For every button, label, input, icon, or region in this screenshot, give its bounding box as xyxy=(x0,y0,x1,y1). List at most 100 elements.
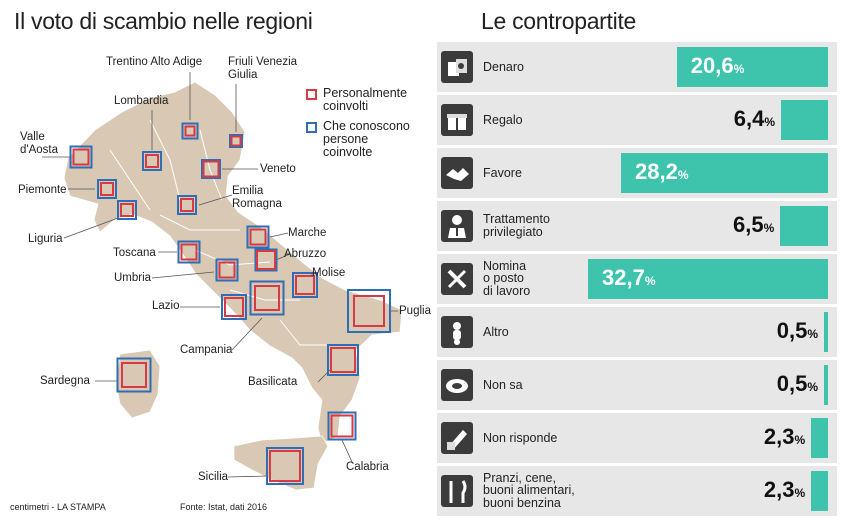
know-square-calabria xyxy=(327,411,357,441)
leader-line-sicilia xyxy=(227,475,269,478)
bar-value-percent: % xyxy=(644,274,656,288)
personally-square-campania xyxy=(254,285,280,311)
region-label-marche: Marche xyxy=(288,227,327,239)
bar xyxy=(780,206,828,246)
region-label-umbria: Umbria xyxy=(114,272,152,284)
bar-row: Altro 0,5% xyxy=(437,307,837,357)
bar-value-percent: % xyxy=(733,62,745,76)
leader-line-umbria xyxy=(151,271,215,279)
region-squares xyxy=(69,122,391,485)
region-label-calabria: Calabria xyxy=(346,461,389,473)
know-square-abruzzo xyxy=(254,248,278,272)
bar-category-label: Non sa xyxy=(483,377,523,392)
region-label-abruzzo: Abruzzo xyxy=(284,248,327,260)
personally-square-piemonte xyxy=(100,182,114,196)
personally-square-sardegna xyxy=(121,362,147,388)
bar xyxy=(588,259,828,299)
tools-icon xyxy=(441,263,473,295)
personally-square-veneto xyxy=(202,160,220,178)
person-icon xyxy=(441,210,473,242)
region-label-toscana: Toscana xyxy=(113,247,156,259)
region-label-veneto: Veneto xyxy=(260,163,296,175)
bar-category-label: Favore xyxy=(483,165,522,180)
region-label-emilia-romagna: Emilia Romagna xyxy=(232,185,282,210)
personally-square-sicilia xyxy=(269,450,301,482)
know-square-sicilia xyxy=(266,447,304,485)
leader-line-marche xyxy=(269,232,289,238)
legend-blue-square xyxy=(306,122,317,133)
bar-value-number: 20,6 xyxy=(690,53,734,78)
gift-icon xyxy=(441,104,473,136)
bar-value-percent: % xyxy=(677,168,689,182)
money-icon xyxy=(441,51,473,83)
know-square-marche xyxy=(246,225,270,249)
bar-value-label: 6,4% xyxy=(734,106,775,132)
scooter-icon xyxy=(441,316,473,348)
bar xyxy=(811,471,828,511)
know-square-trentino-alto-adige xyxy=(181,122,199,140)
know-square-toscana xyxy=(177,240,201,264)
bar-category-label: Trattamento privilegiato xyxy=(483,212,550,239)
personally-square-basilicata xyxy=(330,347,356,373)
map-title: Il voto di scambio nelle regioni xyxy=(14,8,313,34)
leader-line-campania xyxy=(231,317,263,351)
bar-category-label: Denaro xyxy=(483,59,524,74)
region-label-sicilia: Sicilia xyxy=(198,471,229,483)
credit-text: centimetri - LA STAMPA xyxy=(10,502,106,512)
bar-value-label: 6,5% xyxy=(733,212,774,238)
bar-value-percent: % xyxy=(794,486,806,500)
personally-square-emilia-romagna xyxy=(180,198,194,212)
leader-lines xyxy=(42,72,398,478)
bar-value-label: 32,7% xyxy=(602,265,656,291)
legend-know-label: Che conoscono persone coinvolte xyxy=(323,119,410,159)
bar-value-number: 0,5 xyxy=(776,371,808,396)
bar-value-number: 0,5 xyxy=(776,318,808,343)
leader-line-liguria xyxy=(63,217,119,239)
know-square-puglia xyxy=(347,289,391,333)
region-label-liguria: Liguria xyxy=(28,233,63,245)
bars-title: Le contropartite xyxy=(481,8,637,34)
bar-value-percent: % xyxy=(807,380,818,394)
bar-row-background xyxy=(437,307,837,357)
personally-square-lazio xyxy=(224,297,244,317)
sicily-shape xyxy=(233,435,329,491)
bar-value-label: 20,6% xyxy=(691,53,745,79)
personally-square-calabria xyxy=(330,414,354,438)
know-square-liguria xyxy=(117,200,137,220)
region-label-lombardia: Lombardia xyxy=(114,95,169,107)
know-square-molise xyxy=(292,272,318,298)
bar-row: Favore 28,2% xyxy=(437,148,837,198)
know-square-lombardia xyxy=(142,151,162,171)
source-text: Fonte: Istat, dati 2016 xyxy=(180,502,268,512)
italy-map xyxy=(42,72,403,491)
bar-row: Pranzi, cene, buoni alimentari, buoni be… xyxy=(437,466,837,516)
bar-row: Nomina o posto di lavoro 32,7% xyxy=(437,254,837,304)
bar-category-label: Nomina o posto di lavoro xyxy=(483,258,531,298)
pen-icon xyxy=(441,422,473,454)
leader-line-abruzzo xyxy=(275,253,291,261)
bar-value-percent: % xyxy=(763,221,775,235)
personally-square-friuli-venezia-giulia xyxy=(230,135,242,147)
bar-row: Non risponde 2,3% xyxy=(437,413,837,463)
region-label-friuli-venezia-giulia: Friuli Venezia Giulia xyxy=(228,56,298,81)
bar-value-label: 28,2% xyxy=(635,159,689,185)
region-label-sardegna: Sardegna xyxy=(40,375,90,387)
know-square-basilicata xyxy=(327,344,359,376)
know-square-sardegna xyxy=(116,357,152,393)
bar xyxy=(824,312,828,352)
bar-row: Non sa 0,5% xyxy=(437,360,837,410)
region-label-lazio: Lazio xyxy=(152,300,180,312)
personally-square-trentino-alto-adige xyxy=(184,125,196,137)
know-square-umbria xyxy=(215,258,239,282)
bar-value-percent: % xyxy=(794,433,806,447)
personally-square-molise xyxy=(295,275,315,295)
bar-row: Trattamento privilegiato 6,5% xyxy=(437,201,837,251)
region-label-campania: Campania xyxy=(180,344,233,356)
bar xyxy=(824,365,828,405)
region-label-molise: Molise xyxy=(312,267,346,279)
bar xyxy=(676,47,828,87)
personally-square-abruzzo xyxy=(256,250,276,270)
bar-value-percent: % xyxy=(764,115,776,129)
bar-value-number: 6,5 xyxy=(733,212,764,237)
bar-row-background xyxy=(437,413,837,463)
